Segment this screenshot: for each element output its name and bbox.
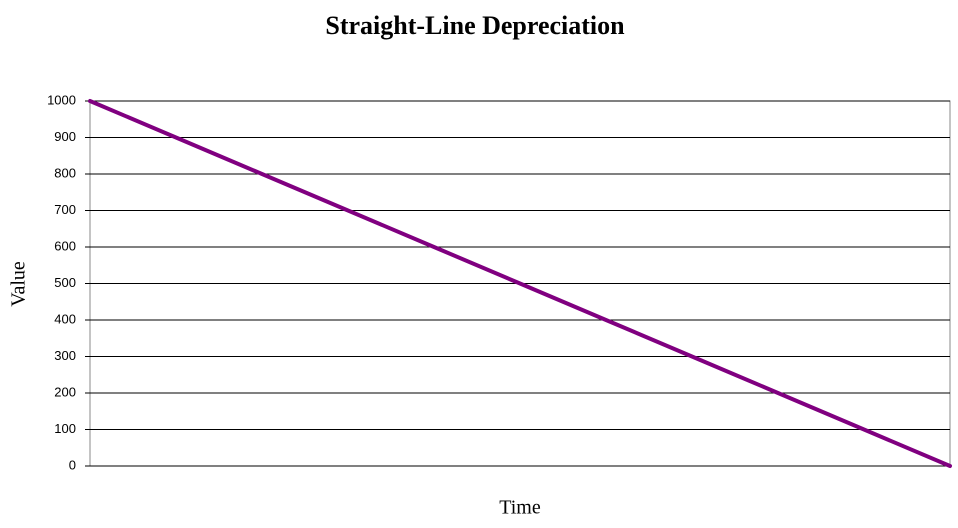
y-tick-label: 600 xyxy=(54,238,76,253)
x-axis-label: Time xyxy=(499,497,541,519)
y-tick-label: 400 xyxy=(54,311,76,326)
y-axis-label: Value xyxy=(8,261,30,307)
y-tick-label: 800 xyxy=(54,165,76,180)
y-tick-label: 700 xyxy=(54,202,76,217)
y-tick-label: 100 xyxy=(54,421,76,436)
y-tick-label: 1000 xyxy=(47,92,76,107)
y-tick-label: 200 xyxy=(54,384,76,399)
y-tick-label: 0 xyxy=(69,457,76,472)
y-tick-label: 900 xyxy=(54,129,76,144)
chart-title: Straight-Line Depreciation xyxy=(325,11,625,40)
y-tick-label: 300 xyxy=(54,348,76,363)
line-series xyxy=(88,99,952,468)
y-tick-label: 500 xyxy=(54,275,76,290)
